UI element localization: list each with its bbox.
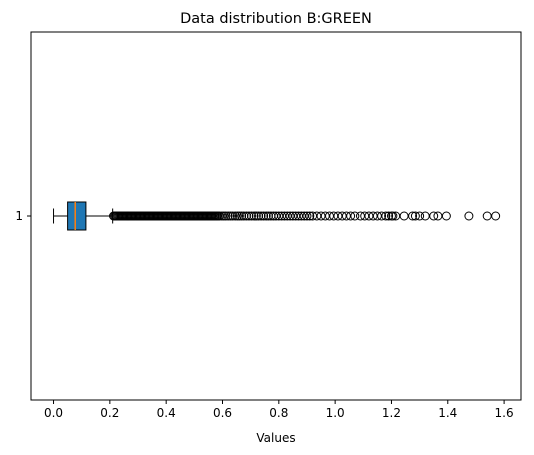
outlier-point	[410, 211, 420, 221]
x-tick-label: 1.0	[326, 406, 345, 420]
outlier-point	[234, 211, 244, 221]
outlier-point	[381, 211, 391, 221]
outlier-point	[256, 211, 266, 221]
outlier-point	[491, 211, 501, 221]
y-tick-label: 1	[15, 209, 23, 223]
outlier-point	[305, 211, 315, 221]
outlier-point	[259, 211, 269, 221]
x-axis: 0.0 0.2 0.4 0.6 0.8 1.0 1.2 1.4 1.6	[44, 400, 514, 420]
outlier-point	[302, 211, 312, 221]
outlier-point	[249, 211, 259, 221]
outlier-point	[261, 211, 271, 221]
outlier-point	[399, 211, 409, 221]
x-tick-label: 0.6	[213, 406, 232, 420]
x-tick-label: 0.0	[44, 406, 63, 420]
outlier-point	[408, 211, 418, 221]
chart-title: Data distribution B:GREEN	[180, 11, 372, 27]
outlier-point	[228, 211, 238, 221]
outlier-point	[464, 211, 474, 221]
outlier-point	[244, 211, 254, 221]
x-tick-label: 1.6	[495, 406, 514, 420]
outlier-point	[223, 211, 233, 221]
iqr-box	[67, 201, 87, 231]
y-axis: 1	[15, 209, 31, 223]
outlier-point	[350, 211, 360, 221]
outlier-point	[441, 211, 451, 221]
x-tick-label: 1.4	[438, 406, 457, 420]
outlier-point	[346, 211, 356, 221]
x-tick-label: 0.8	[269, 406, 288, 420]
x-tick-label: 1.2	[382, 406, 401, 420]
x-axis-label: Values	[256, 431, 295, 445]
outlier-point	[384, 211, 394, 221]
x-tick-label: 0.2	[100, 406, 119, 420]
outlier-point	[225, 211, 235, 221]
outlier-point	[429, 211, 439, 221]
outlier-point	[247, 211, 256, 221]
outlier-point	[482, 211, 492, 221]
outlier-point	[377, 211, 387, 221]
plot-area	[53, 201, 501, 231]
outlier-point	[388, 211, 398, 221]
outlier-point	[420, 211, 430, 221]
outlier-point	[221, 211, 231, 221]
outlier-point	[230, 211, 240, 221]
x-tick-label: 0.4	[157, 406, 176, 420]
outlier-point	[237, 211, 247, 221]
outlier-point	[415, 211, 425, 221]
outlier-point	[251, 211, 261, 221]
